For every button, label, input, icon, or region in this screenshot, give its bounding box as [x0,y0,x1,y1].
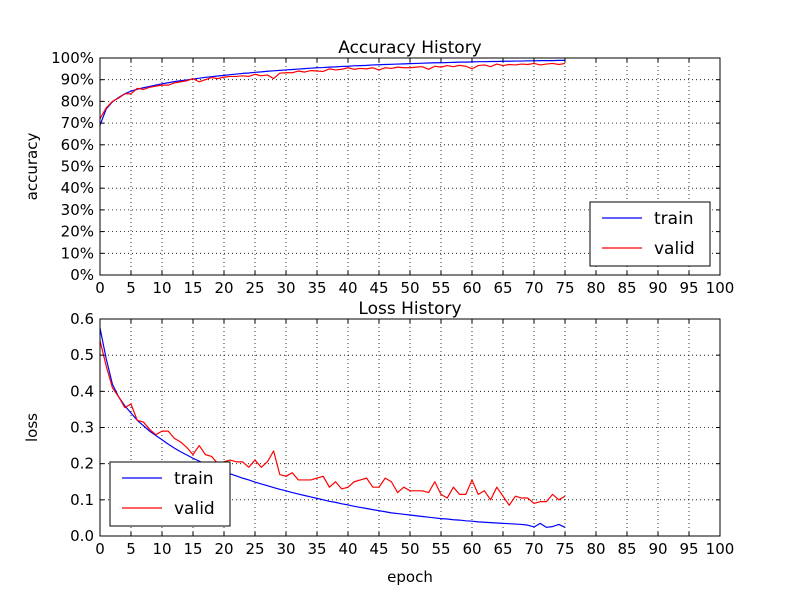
loss-x-tick-label: 20 [214,540,233,558]
accuracy-y-tick-label: 50% [61,158,94,176]
loss-valid-series-line [99,340,566,506]
loss-x-tick-label: 5 [126,540,136,558]
accuracy-x-tick-label: 60 [462,279,481,297]
accuracy-legend-label-train: train [654,209,694,229]
loss-y-tick-label: 0.4 [70,382,94,400]
accuracy-x-tick-label: 10 [152,279,171,297]
loss-legend-box [109,461,231,527]
accuracy-x-tick-label: 35 [307,279,326,297]
loss-legend-label-valid: valid [174,499,215,519]
accuracy-legend-label-valid: valid [654,239,695,259]
loss-y-tick-label: 0.6 [70,310,94,328]
accuracy-y-tick-label: 100% [51,49,94,67]
loss-grid [100,319,720,536]
accuracy-x-tick-label: 0 [95,279,105,297]
accuracy-y-tick-label: 70% [61,114,94,132]
loss-x-tick-label: 75 [555,540,574,558]
accuracy-x-tick-label: 15 [183,279,202,297]
loss-y-tick-label: 0.2 [70,455,94,473]
accuracy-legend-box [589,201,711,267]
accuracy-ticks: 0 5 10 15 20 25 30 35 40 45 50 55 60 65 70 75 80 85 90 95 10… [51,49,734,297]
loss-lines [99,327,566,528]
loss-x-tick-label: 15 [183,540,202,558]
accuracy-x-tick-label: 50 [400,279,419,297]
accuracy-valid-series-line [99,62,566,120]
loss-chart: 0 5 10 15 20 25 30 35 40 45 50 55 60 65 70 75 80 85 90 95 10… [23,299,734,586]
loss-legend-label-train: train [174,469,214,489]
loss-x-tick-label: 35 [307,540,326,558]
loss-y-axis-label: loss [23,413,41,442]
loss-x-tick-label: 50 [400,540,419,558]
loss-x-tick-label: 55 [431,540,450,558]
accuracy-y-tick-label: 80% [61,92,94,110]
accuracy-y-tick-label: 10% [61,244,94,262]
loss-x-tick-label: 90 [648,540,667,558]
loss-x-tick-label: 45 [369,540,388,558]
accuracy-x-tick-label: 55 [431,279,450,297]
loss-x-tick-label: 80 [586,540,605,558]
accuracy-y-tick-label: 90% [61,71,94,89]
loss-x-tick-label: 25 [245,540,264,558]
accuracy-lines [99,59,566,126]
loss-ticks: 0 5 10 15 20 25 30 35 40 45 50 55 60 65 70 75 80 85 90 95 10… [70,310,734,558]
accuracy-x-tick-label: 80 [586,279,605,297]
accuracy-y-tick-label: 60% [61,136,94,154]
accuracy-x-tick-label: 65 [493,279,512,297]
accuracy-train-series-line [99,59,565,126]
accuracy-y-tick-label: 30% [61,201,94,219]
loss-y-tick-label: 0.0 [70,527,94,545]
accuracy-y-axis-label: accuracy [23,133,41,201]
accuracy-x-tick-label: 95 [679,279,698,297]
accuracy-chart: 0 5 10 15 20 25 30 35 40 45 50 55 60 65 70 75 80 85 90 95 10… [23,38,734,297]
loss-x-tick-label: 0 [95,540,105,558]
accuracy-x-tick-label: 100 [706,279,735,297]
accuracy-x-tick-label: 75 [555,279,574,297]
loss-x-tick-label: 100 [706,540,735,558]
loss-x-tick-label: 95 [679,540,698,558]
loss-y-tick-label: 0.5 [70,346,94,364]
loss-x-tick-label: 30 [276,540,295,558]
accuracy-x-tick-label: 30 [276,279,295,297]
loss-x-tick-label: 70 [524,540,543,558]
loss-legend: train valid [109,461,231,527]
accuracy-y-tick-label: 20% [61,223,94,241]
loss-y-tick-label: 0.1 [70,491,94,509]
accuracy-x-tick-label: 90 [648,279,667,297]
accuracy-y-tick-label: 0% [70,266,94,284]
loss-x-tick-label: 85 [617,540,636,558]
accuracy-x-tick-label: 70 [524,279,543,297]
accuracy-x-tick-label: 85 [617,279,636,297]
accuracy-x-tick-label: 40 [338,279,357,297]
loss-y-tick-label: 0.3 [70,419,94,437]
loss-x-tick-label: 10 [152,540,171,558]
loss-x-tick-label: 40 [338,540,357,558]
loss-x-tick-label: 60 [462,540,481,558]
loss-chart-title: Loss History [358,299,461,319]
accuracy-chart-title: Accuracy History [338,38,482,58]
loss-x-axis-label: epoch [387,568,433,586]
loss-x-tick-label: 65 [493,540,512,558]
accuracy-x-tick-label: 20 [214,279,233,297]
accuracy-y-tick-label: 40% [61,179,94,197]
accuracy-x-tick-label: 5 [126,279,136,297]
accuracy-legend: train valid [589,201,711,267]
loss-train-series-line [99,327,566,528]
accuracy-x-tick-label: 45 [369,279,388,297]
accuracy-x-tick-label: 25 [245,279,264,297]
